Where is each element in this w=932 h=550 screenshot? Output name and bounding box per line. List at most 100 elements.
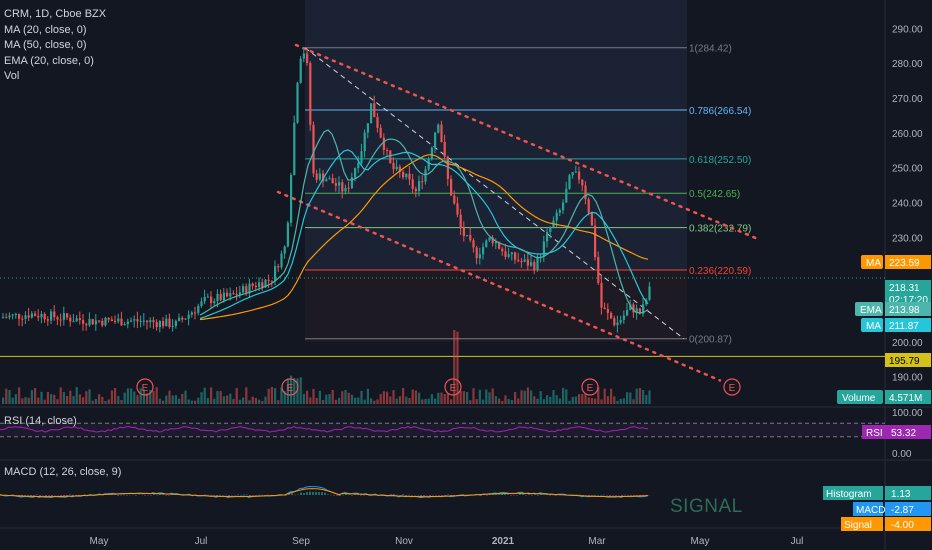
- candle: [459, 214, 462, 229]
- legend-ma20[interactable]: MA (20, close, 0): [4, 23, 87, 36]
- macd-histogram-bar: [249, 495, 251, 497]
- candle: [648, 286, 651, 300]
- earnings-marker-label: E: [587, 383, 594, 394]
- candle: [437, 124, 440, 133]
- rsi-tag-box: [885, 425, 931, 439]
- volume-bar: [642, 389, 645, 404]
- candle: [75, 318, 78, 322]
- volume-bar: [248, 400, 251, 404]
- candle: [30, 313, 33, 318]
- time-tick-label: May: [90, 536, 109, 547]
- volume-bar: [386, 391, 389, 404]
- volume-bar: [210, 387, 213, 404]
- macd-histogram-bar: [243, 494, 245, 496]
- macd-histogram-bar: [102, 495, 104, 496]
- symbol-title[interactable]: CRM, 1D, Cboe BZX: [4, 8, 107, 20]
- macd-histogram-bar: [306, 492, 308, 495]
- macd-histogram-bar: [606, 495, 608, 496]
- candle: [258, 282, 261, 288]
- candle: [174, 320, 177, 327]
- macd-histogram-bar: [432, 495, 434, 496]
- volume-bar: [539, 391, 542, 404]
- volume-bar: [302, 393, 305, 404]
- macd-tag-name: Histogram: [826, 489, 872, 500]
- legend-ema20[interactable]: EMA (20, close, 0): [4, 54, 94, 67]
- candle: [584, 185, 587, 200]
- candle: [382, 137, 385, 150]
- candle: [37, 315, 40, 318]
- volume-bar: [216, 391, 219, 404]
- rsi-tick-label: 100.00: [892, 408, 923, 419]
- volume-bar: [405, 396, 408, 404]
- earnings-marker: [281, 378, 299, 396]
- candle: [622, 315, 625, 320]
- candle: [142, 320, 145, 322]
- macd-histogram-bar: [216, 495, 218, 497]
- volume-bar: [72, 395, 75, 404]
- time-tick-label: Sep: [292, 536, 310, 547]
- volume-bar: [85, 391, 88, 404]
- candle: [414, 188, 417, 192]
- macd-histogram-bar: [33, 495, 35, 497]
- macd-histogram-bar: [264, 495, 266, 496]
- volume-bar: [530, 390, 533, 404]
- legend-ma50[interactable]: MA (50, close, 0): [4, 39, 87, 51]
- volume-bar: [82, 397, 85, 404]
- volume-bar: [395, 398, 398, 404]
- macd-histogram-bar: [48, 495, 50, 496]
- macd-histogram-bar: [588, 495, 590, 496]
- candle: [91, 319, 94, 325]
- candle: [523, 259, 526, 262]
- price-tag: EMA 213.98: [855, 302, 931, 316]
- candle: [235, 294, 238, 296]
- rsi-pane-label[interactable]: RSI (14, close): [4, 415, 77, 427]
- volume-bar: [549, 396, 552, 404]
- volume-bar: [491, 388, 494, 404]
- volume-bar: [517, 398, 520, 404]
- volume-bar: [46, 391, 49, 404]
- volume-bar: [203, 387, 206, 404]
- volume-bar: [466, 392, 469, 404]
- channel-upper-line: [294, 43, 760, 241]
- price-tick-label: 290.00: [892, 24, 923, 35]
- macd-histogram-bar: [222, 495, 224, 496]
- candle: [574, 171, 577, 173]
- candle: [117, 318, 120, 322]
- macd-histogram-bar: [27, 495, 29, 496]
- macd-histogram-bar: [543, 494, 545, 495]
- macd-histogram-bar: [132, 494, 134, 496]
- macd-histogram-bar: [168, 495, 170, 496]
- price-tag-name-box: [855, 302, 883, 316]
- candle: [120, 318, 123, 326]
- macd-tag-name-box: [823, 486, 883, 500]
- candle: [450, 178, 453, 196]
- volume-bar: [142, 389, 145, 404]
- price-tag-name: Volume: [842, 393, 876, 404]
- volume-bar: [450, 399, 453, 404]
- macd-histogram-bar: [15, 495, 17, 496]
- candle: [219, 293, 222, 301]
- legend-volume[interactable]: Vol: [4, 70, 20, 82]
- candle: [85, 323, 88, 326]
- macd-histogram-bar: [159, 493, 161, 495]
- fib-zone: [305, 270, 687, 342]
- candle: [254, 285, 257, 288]
- macd-pane-label[interactable]: MACD (12, 26, close, 9): [4, 466, 122, 478]
- candle: [514, 252, 517, 260]
- price-tag-value: 195.79: [889, 356, 920, 367]
- candle: [462, 228, 465, 236]
- macd-histogram-bar: [321, 492, 323, 495]
- volume-bar: [350, 394, 353, 404]
- earnings-marker: [723, 378, 741, 396]
- candle: [72, 321, 75, 323]
- candle: [501, 248, 504, 252]
- volume-bar: [526, 387, 529, 404]
- candle: [187, 314, 190, 319]
- macd-histogram-bar: [231, 495, 233, 496]
- macd-histogram-bar: [492, 494, 494, 495]
- macd-histogram-bar: [303, 493, 305, 495]
- macd-histogram-bar: [627, 495, 629, 496]
- candle: [546, 231, 549, 242]
- macd-histogram-bar: [411, 495, 413, 496]
